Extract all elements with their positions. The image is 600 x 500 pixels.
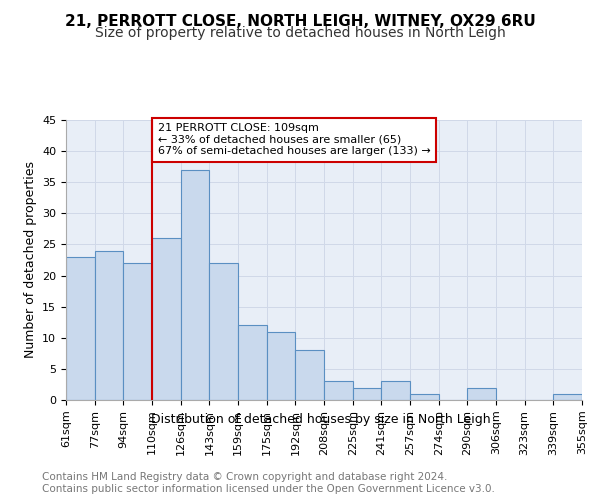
Bar bbox=[295, 350, 324, 400]
Bar bbox=[382, 382, 410, 400]
Text: 21 PERROTT CLOSE: 109sqm
← 33% of detached houses are smaller (65)
67% of semi-d: 21 PERROTT CLOSE: 109sqm ← 33% of detach… bbox=[158, 123, 430, 156]
Bar bbox=[152, 238, 181, 400]
Bar bbox=[238, 326, 266, 400]
Bar bbox=[209, 263, 238, 400]
Text: Distribution of detached houses by size in North Leigh: Distribution of detached houses by size … bbox=[151, 412, 491, 426]
Bar bbox=[467, 388, 496, 400]
Text: 21, PERROTT CLOSE, NORTH LEIGH, WITNEY, OX29 6RU: 21, PERROTT CLOSE, NORTH LEIGH, WITNEY, … bbox=[65, 14, 535, 29]
Text: Contains HM Land Registry data © Crown copyright and database right 2024.
Contai: Contains HM Land Registry data © Crown c… bbox=[42, 472, 495, 494]
Bar bbox=[353, 388, 382, 400]
Bar bbox=[410, 394, 439, 400]
Bar bbox=[553, 394, 582, 400]
Bar bbox=[95, 250, 124, 400]
Bar bbox=[266, 332, 295, 400]
Bar bbox=[324, 382, 353, 400]
Y-axis label: Number of detached properties: Number of detached properties bbox=[23, 162, 37, 358]
Bar bbox=[124, 263, 152, 400]
Bar bbox=[66, 257, 95, 400]
Text: Size of property relative to detached houses in North Leigh: Size of property relative to detached ho… bbox=[95, 26, 505, 40]
Bar bbox=[181, 170, 209, 400]
